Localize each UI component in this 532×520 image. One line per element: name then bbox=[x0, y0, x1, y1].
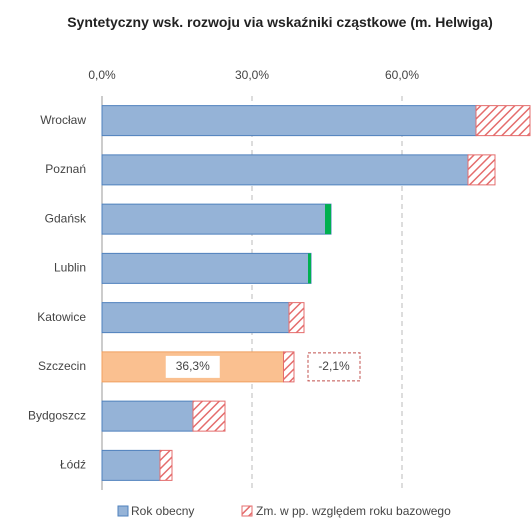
bar bbox=[101, 400, 194, 432]
y-tick-label: Wrocław bbox=[40, 113, 86, 127]
change-bar bbox=[159, 449, 173, 481]
bar bbox=[101, 105, 477, 137]
bar bbox=[101, 154, 469, 186]
y-tick-label: Łódź bbox=[60, 458, 86, 472]
change-bar bbox=[192, 400, 226, 432]
legend-swatch bbox=[117, 505, 129, 517]
change-bar bbox=[475, 105, 531, 137]
bar bbox=[101, 449, 161, 481]
change-bar bbox=[308, 253, 311, 284]
y-tick-label: Szczecin bbox=[38, 359, 86, 373]
y-tick-label: Poznań bbox=[45, 162, 86, 176]
change-bar bbox=[288, 302, 305, 334]
bar bbox=[101, 203, 332, 235]
chart-title: Syntetyczny wsk. rozwoju via wskaźniki c… bbox=[67, 14, 493, 30]
label-box bbox=[307, 352, 361, 382]
value-label: 36,3% bbox=[176, 359, 210, 373]
legend-label: Rok obecny bbox=[131, 504, 194, 518]
label-box bbox=[165, 355, 220, 378]
y-tick-label: Lublin bbox=[54, 261, 86, 275]
y-tick-label: Katowice bbox=[37, 310, 86, 324]
y-tick-label: Gdańsk bbox=[45, 211, 87, 225]
y-tick-label: Bydgoszcz bbox=[28, 408, 86, 422]
change-bar bbox=[325, 204, 331, 235]
bar bbox=[101, 252, 312, 284]
legend-label: Zm. w pp. względem roku bazowego bbox=[256, 504, 451, 518]
change-bar bbox=[283, 351, 295, 383]
x-tick-label: 30,0% bbox=[235, 68, 269, 82]
legend-swatch bbox=[241, 505, 253, 517]
x-tick-label: 0,0% bbox=[88, 68, 116, 82]
change-bar bbox=[467, 154, 496, 186]
bar bbox=[101, 302, 290, 334]
value-label: -2,1% bbox=[318, 359, 350, 373]
x-tick-label: 60,0% bbox=[385, 68, 419, 82]
